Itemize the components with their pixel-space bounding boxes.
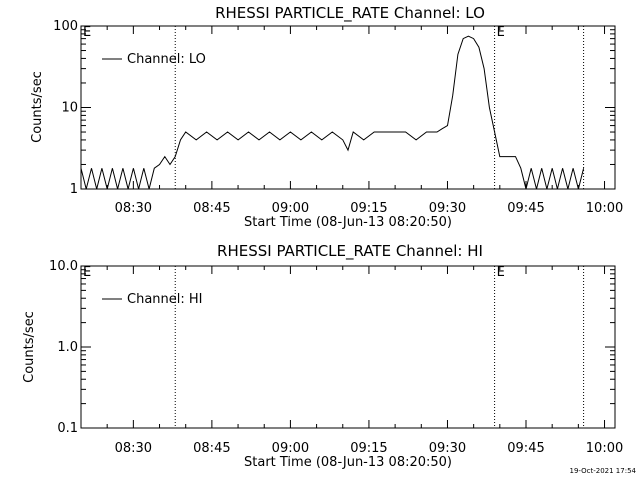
x-axis-ticks: 08:30 08:45 09:00 09:15 09:30 09:45 10:00 xyxy=(106,26,623,216)
panel-channel-hi: RHESSI PARTICLE_RATE Channel: HI Counts/… xyxy=(22,242,623,470)
panel-channel-lo: RHESSI PARTICLE_RATE Channel: LO Counts/… xyxy=(30,4,623,230)
y-tick-label: 1 xyxy=(70,182,78,197)
event-marker-label: E xyxy=(83,25,91,40)
event-marker-label: E xyxy=(497,25,505,40)
x-tick-label: 09:00 xyxy=(272,441,309,456)
legend-entry: Channel: HI xyxy=(127,292,203,307)
x-tick-label: 09:15 xyxy=(350,441,387,456)
x-axis-label: Start Time (08-Jun-13 08:20:50) xyxy=(244,215,452,230)
x-tick-label: 09:00 xyxy=(272,201,309,216)
x-tick-label: 10:00 xyxy=(586,201,623,216)
x-tick-label: 10:00 xyxy=(586,441,623,456)
x-tick-label: 08:30 xyxy=(115,441,152,456)
x-axis-ticks: 08:30 08:45 09:00 09:15 09:30 09:45 10:00 xyxy=(106,266,623,456)
x-tick-label: 09:45 xyxy=(507,201,544,216)
series-line xyxy=(80,35,585,190)
y-axis-label: Counts/sec xyxy=(30,71,45,143)
x-tick-label: 09:15 xyxy=(350,201,387,216)
y-axis-ticks: 0.1 1.0 10.0 xyxy=(49,259,615,436)
y-tick-label: 100 xyxy=(53,19,78,34)
y-tick-label: 1.0 xyxy=(57,340,78,355)
event-marker-label: E xyxy=(497,265,505,280)
y-axis-ticks: 1 10 100 xyxy=(53,19,615,197)
plot-frame xyxy=(80,265,616,429)
event-marker-label: E xyxy=(83,265,91,280)
y-axis-label: Counts/sec xyxy=(22,311,37,383)
x-tick-label: 09:45 xyxy=(507,441,544,456)
x-tick-label: 09:30 xyxy=(429,441,466,456)
y-tick-label: 10.0 xyxy=(49,259,78,274)
x-tick-label: 08:45 xyxy=(193,441,230,456)
x-tick-label: 09:30 xyxy=(429,201,466,216)
chart-title: RHESSI PARTICLE_RATE Channel: LO xyxy=(215,4,485,23)
y-tick-label: 10 xyxy=(61,101,78,116)
x-tick-label: 08:45 xyxy=(193,201,230,216)
generation-timestamp: 19-Oct-2021 17:54 xyxy=(570,467,637,475)
x-axis-label: Start Time (08-Jun-13 08:20:50) xyxy=(244,455,452,470)
x-tick-label: 08:30 xyxy=(115,201,152,216)
legend-entry: Channel: LO xyxy=(127,52,206,67)
series-lines xyxy=(80,35,585,190)
chart-title: RHESSI PARTICLE_RATE Channel: HI xyxy=(217,242,483,261)
y-tick-label: 0.1 xyxy=(57,421,78,436)
plot-frame xyxy=(80,25,616,190)
